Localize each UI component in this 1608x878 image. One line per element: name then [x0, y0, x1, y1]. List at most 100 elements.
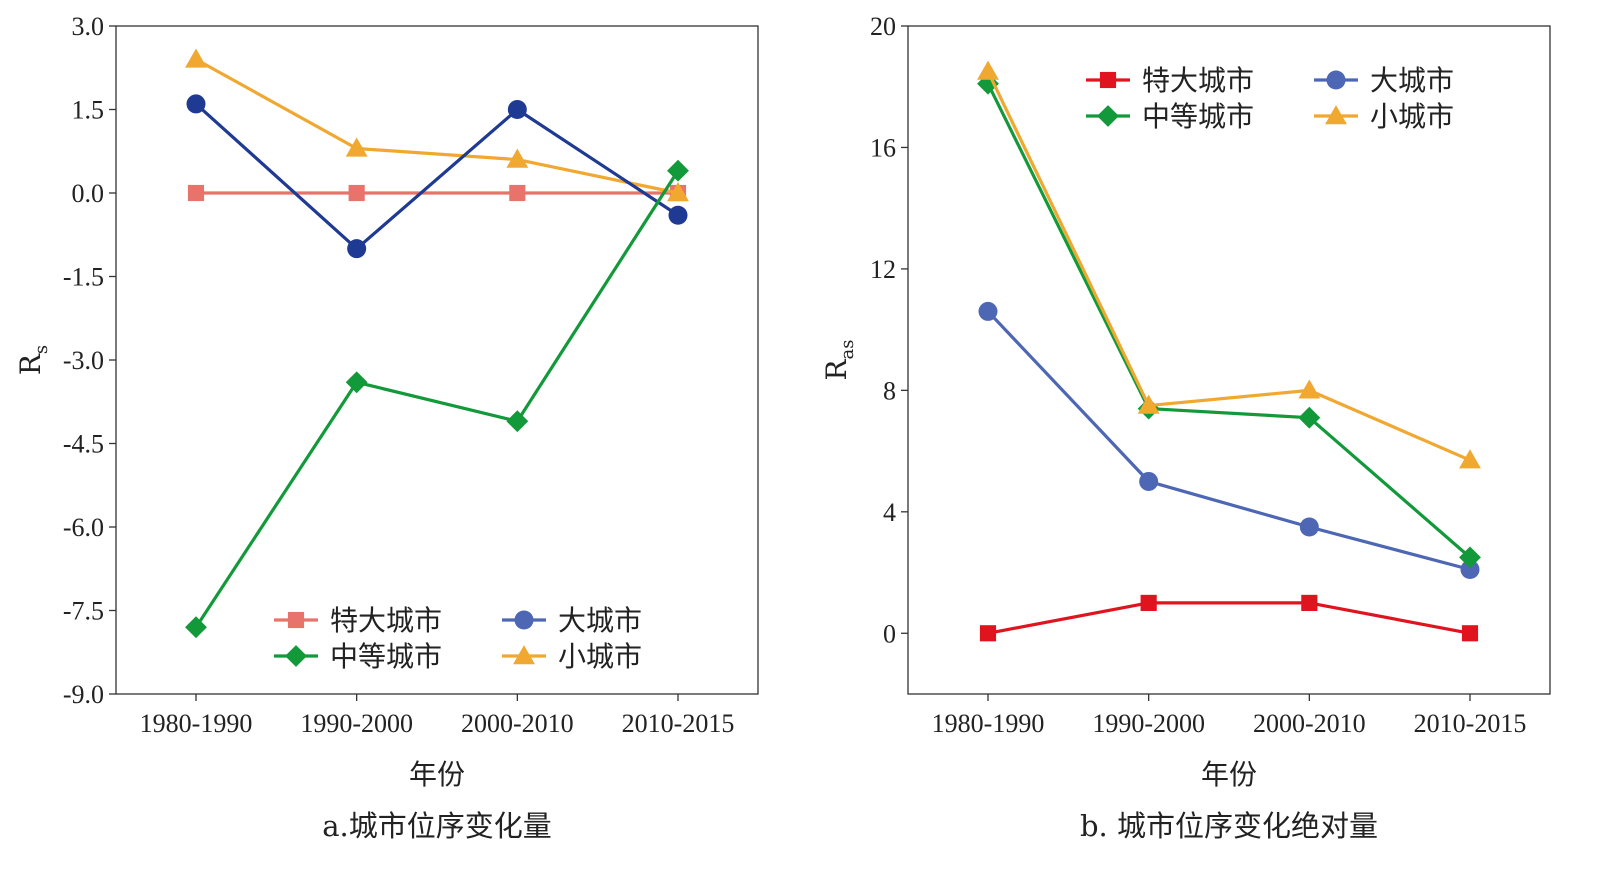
chart-a-data-point [506, 148, 529, 168]
chart-b-x-axis-label: 年份 [1201, 758, 1257, 791]
chart-b-panel: 20 16 12 8 4 0 1980-1990 1990-2000 2000-2010 2010… [820, 12, 1551, 843]
chart-b-legend-label: 中等城市 [1142, 100, 1254, 133]
chart-a-xtick-label: 1990-2000 [300, 709, 413, 738]
chart-a-xtick-label: 2000-2010 [461, 709, 574, 738]
chart-a-ytick-label: -4.5 [63, 430, 104, 459]
chart-b-legend-label: 大城市 [1370, 64, 1454, 97]
chart-a-series-line [194, 102, 679, 251]
chart-a-legend-label: 小城市 [558, 640, 642, 673]
chart-a-legend-label: 特大城市 [330, 604, 442, 637]
chart-b-series-line [986, 82, 1472, 559]
chart-a-data-point [348, 184, 365, 202]
chart-a-legend-marker [285, 645, 307, 667]
chart-a-caption: a.城市位序变化量 [322, 809, 552, 843]
chart-a-x-axis-label: 年份 [409, 758, 465, 791]
chart-b-ytick-label: 4 [883, 498, 896, 527]
chart-b-xtick-label: 1990-2000 [1092, 709, 1205, 738]
chart-a-legend-label: 中等城市 [330, 640, 442, 673]
chart-b-data-point [1137, 394, 1160, 414]
chart-a-xtick-label: 2010-2015 [622, 709, 735, 738]
chart-b-legend-marker [1325, 105, 1347, 125]
chart-a-ytick-label: -3.0 [63, 346, 104, 375]
chart-a-y-axis-label: Rs [14, 345, 52, 375]
chart-a-data-point [185, 48, 207, 68]
chart-a-data-point [667, 182, 689, 202]
chart-b-series-3 [977, 60, 1481, 469]
chart-b-series-line [986, 70, 1471, 462]
chart-a-data-point [187, 184, 205, 202]
chart-b-y-axis-label-main: R [820, 359, 853, 381]
chart-a-ytick-label: 3.0 [72, 12, 105, 41]
chart-a-series-2 [185, 159, 689, 639]
chart-b-data-point [1298, 379, 1321, 399]
chart-a-data-point [345, 137, 368, 157]
chart-a-data-point [668, 205, 688, 225]
chart-b-ytick-label: 0 [883, 619, 896, 648]
chart-b-ytick-label: 20 [870, 12, 896, 41]
chart-a-ytick-label: 0.0 [72, 179, 105, 208]
chart-a-ytick-label: -9.0 [63, 680, 104, 709]
chart-b-plot-frame [907, 25, 1551, 695]
chart-b-series-line [986, 310, 1471, 572]
chart-b-xtick-label: 1980-1990 [932, 709, 1045, 738]
chart-a-legend-label: 大城市 [558, 604, 642, 637]
chart-b-data-point [1459, 449, 1481, 469]
chart-a-panel: 3.0 1.5 0.0 -1.5 -3.0 -4.5 -6.0 -7.5 -9.0 1980-19… [14, 12, 759, 843]
chart-b-y-axis-label: Ras [820, 339, 858, 380]
chart-b-ytick-label: 8 [883, 376, 896, 405]
chart-b-legend-label: 特大城市 [1142, 64, 1254, 97]
chart-b-data-point [979, 625, 997, 642]
chart-a-data-point [509, 184, 526, 202]
chart-a-legend-marker [514, 610, 534, 630]
chart-a-legend-marker [513, 645, 535, 665]
chart-a-data-point [347, 239, 367, 259]
chart-b-data-point [977, 72, 999, 95]
chart-a-ytick-label: -7.5 [63, 597, 104, 626]
chart-b-legend-marker [1326, 70, 1346, 90]
chart-b-data-point [1461, 625, 1479, 642]
chart-a-ytick-label: 1.5 [72, 96, 105, 125]
chart-b-legend-marker [1097, 105, 1119, 127]
chart-b-y-axis-label-sub: as [837, 339, 858, 359]
chart-a-xtick-label: 1980-1990 [140, 709, 253, 738]
chart-a-series-3 [185, 48, 689, 202]
chart-a-data-point [186, 94, 206, 114]
chart-b-series-1 [978, 301, 1480, 580]
chart-a-series-line [194, 169, 680, 629]
chart-b-xtick-label: 2010-2015 [1414, 709, 1527, 738]
chart-a-data-point [185, 616, 207, 639]
chart-a-series-1 [186, 94, 688, 259]
chart-a-data-point [345, 371, 368, 394]
chart-a-ytick-label: -1.5 [63, 263, 104, 292]
chart-b-series-2 [977, 72, 1481, 569]
chart-a-data-point [667, 159, 689, 182]
chart-b-series-line [987, 601, 1471, 635]
chart-b-data-point [1299, 517, 1319, 537]
chart-a-y-axis-label-sub: s [31, 345, 52, 354]
chart-a-y-axis-label-main: R [14, 353, 47, 375]
chart-b-ytick-label: 12 [870, 255, 896, 284]
chart-b-data-point [1139, 471, 1159, 491]
chart-a-plot-frame [115, 25, 759, 695]
chart-a-data-point [507, 100, 527, 119]
chart-b-series-0 [979, 594, 1479, 642]
chart-a-data-point [506, 410, 529, 433]
chart-b-legend-label: 小城市 [1370, 100, 1454, 133]
chart-b-xtick-label: 2000-2010 [1253, 709, 1366, 738]
chart-b-data-point [1459, 546, 1481, 569]
chart-b-data-point [978, 301, 998, 321]
chart-b-data-point [1301, 594, 1318, 611]
chart-b-ytick-label: 16 [870, 133, 896, 162]
chart-a-series-line [195, 58, 679, 195]
chart-a-legend-marker [287, 611, 305, 629]
chart-b-legend-marker [1099, 71, 1117, 89]
chart-b-data-point [1140, 594, 1157, 611]
chart-b-data-point [1298, 406, 1321, 429]
chart-b-data-point [1460, 560, 1480, 580]
chart-a-series-0 [187, 184, 687, 202]
chart-a-ytick-label: -6.0 [63, 513, 104, 542]
chart-b-caption: b. 城市位序变化绝对量 [1080, 809, 1378, 843]
